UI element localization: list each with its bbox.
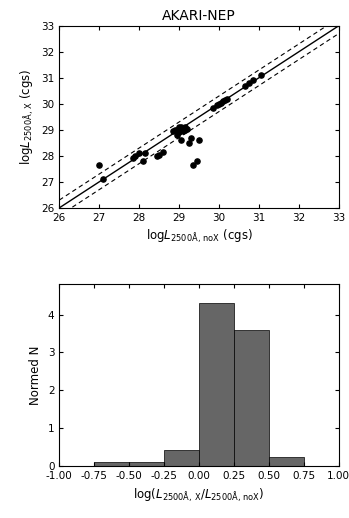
Point xyxy=(174,126,180,134)
Point xyxy=(154,152,160,160)
Point xyxy=(224,94,230,103)
Title: AKARI-NEP: AKARI-NEP xyxy=(162,9,236,23)
Bar xyxy=(94,462,129,466)
Y-axis label: log$L_{2500\rm\AA,\,X}$ (cgs): log$L_{2500\rm\AA,\,X}$ (cgs) xyxy=(18,68,36,165)
Point xyxy=(182,123,188,132)
Point xyxy=(156,150,162,159)
Point xyxy=(174,131,180,139)
Point xyxy=(136,149,142,157)
Point xyxy=(258,71,263,79)
Point xyxy=(190,161,196,169)
Point xyxy=(130,154,136,163)
Point xyxy=(194,157,200,165)
Bar xyxy=(129,462,164,466)
Point xyxy=(178,123,184,132)
Point xyxy=(222,96,228,104)
Point xyxy=(176,126,182,134)
Point xyxy=(160,148,166,156)
Point xyxy=(140,157,146,165)
Point xyxy=(188,134,194,142)
Bar xyxy=(269,457,304,466)
Point xyxy=(132,152,138,160)
Y-axis label: Normed N: Normed N xyxy=(29,346,42,405)
Point xyxy=(176,123,182,132)
Point xyxy=(246,79,252,87)
Bar xyxy=(234,330,269,466)
Point xyxy=(180,124,186,133)
Point xyxy=(142,149,148,157)
Point xyxy=(186,139,192,147)
Point xyxy=(196,136,202,145)
Bar xyxy=(339,462,349,466)
Point xyxy=(216,100,222,108)
Point xyxy=(210,104,216,112)
Point xyxy=(214,101,220,109)
Bar xyxy=(164,450,199,466)
Point xyxy=(172,126,178,134)
Point xyxy=(170,127,176,135)
Point xyxy=(250,76,255,84)
Point xyxy=(182,126,188,134)
Point xyxy=(180,127,186,135)
X-axis label: log$(L_{2500\rm\AA,\,X}/L_{2500\rm\AA,\,noX})$: log$(L_{2500\rm\AA,\,X}/L_{2500\rm\AA,\,… xyxy=(133,486,265,504)
Point xyxy=(220,97,226,106)
Point xyxy=(176,128,182,137)
Point xyxy=(184,124,190,133)
Point xyxy=(101,175,106,183)
Point xyxy=(218,98,224,107)
Point xyxy=(96,161,102,169)
Point xyxy=(242,81,247,90)
Point xyxy=(178,136,184,145)
X-axis label: log$L_{2500\rm\AA,\,noX}$ (cgs): log$L_{2500\rm\AA,\,noX}$ (cgs) xyxy=(146,228,252,246)
Bar xyxy=(199,303,234,466)
